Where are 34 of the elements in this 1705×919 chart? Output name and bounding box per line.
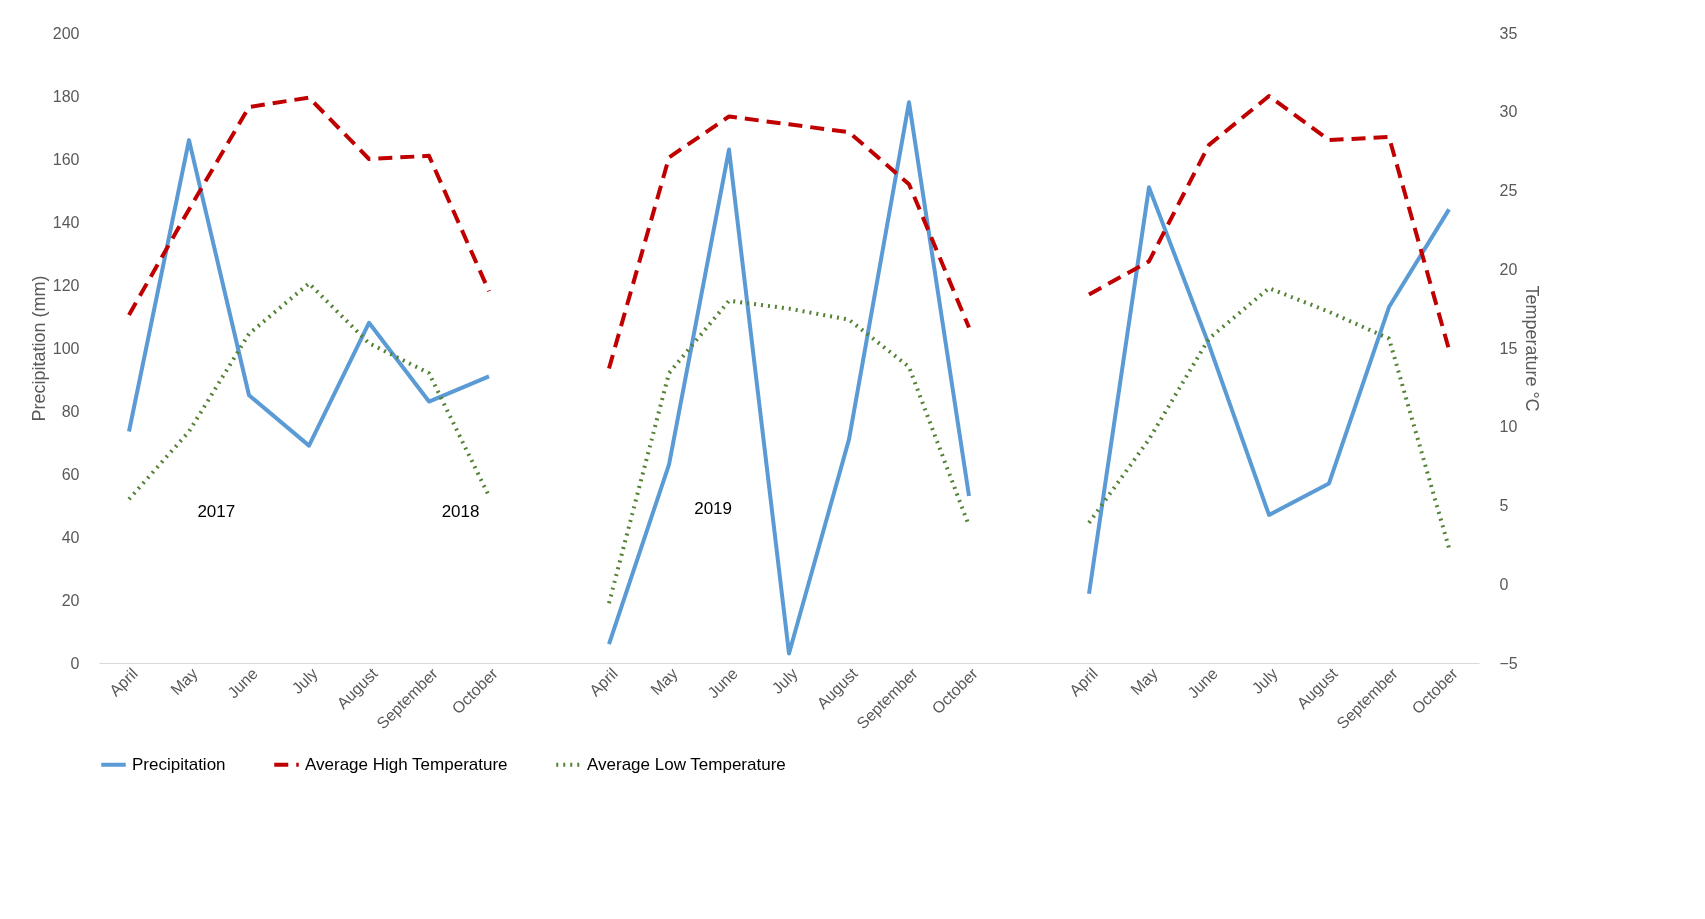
y-tick-label: 60: [61, 465, 80, 483]
x-tick-label: July: [768, 664, 801, 697]
y-tick-label: 180: [52, 87, 80, 105]
annotation: 2017: [197, 501, 236, 521]
y2-axis-title: Temperature °C: [1521, 285, 1542, 412]
y2-tick-label: 5: [1499, 497, 1509, 514]
y-tick-label: 40: [61, 528, 80, 546]
y-tick-label: 140: [52, 213, 80, 231]
y-tick-label: 20: [61, 591, 80, 609]
y-tick-label: 160: [52, 150, 80, 168]
legend-label: Average High Temperature: [305, 754, 508, 774]
x-tick-label: July: [288, 664, 321, 697]
annotation: 2019: [694, 498, 733, 518]
y2-tick-label: 15: [1499, 339, 1518, 357]
y-tick-label: 0: [70, 654, 80, 672]
x-tick-label: May: [647, 664, 681, 699]
x-tick-label: May: [1127, 664, 1161, 699]
y-axis-title: Precipitation (mm): [28, 275, 49, 422]
y2-tick-label: 0: [1499, 575, 1509, 593]
y2-tick-label: 35: [1499, 24, 1518, 42]
y-tick-label: 80: [61, 402, 80, 420]
y-tick-label: 100: [52, 339, 80, 357]
y2-tick-label: 10: [1499, 418, 1518, 436]
legend-label: Average Low Temperature: [587, 754, 786, 774]
x-tick-label: May: [167, 664, 201, 699]
legend-label: Precipitation: [132, 754, 226, 774]
y2-tick-label: 30: [1499, 103, 1518, 121]
annotation: 2018: [441, 501, 480, 521]
y2-tick-label: −5: [1499, 654, 1518, 672]
x-tick-label: July: [1248, 664, 1281, 697]
y-tick-label: 200: [52, 24, 80, 42]
y2-tick-label: 25: [1499, 182, 1518, 199]
y-tick-label: 120: [52, 276, 80, 294]
y2-tick-label: 20: [1499, 260, 1518, 278]
